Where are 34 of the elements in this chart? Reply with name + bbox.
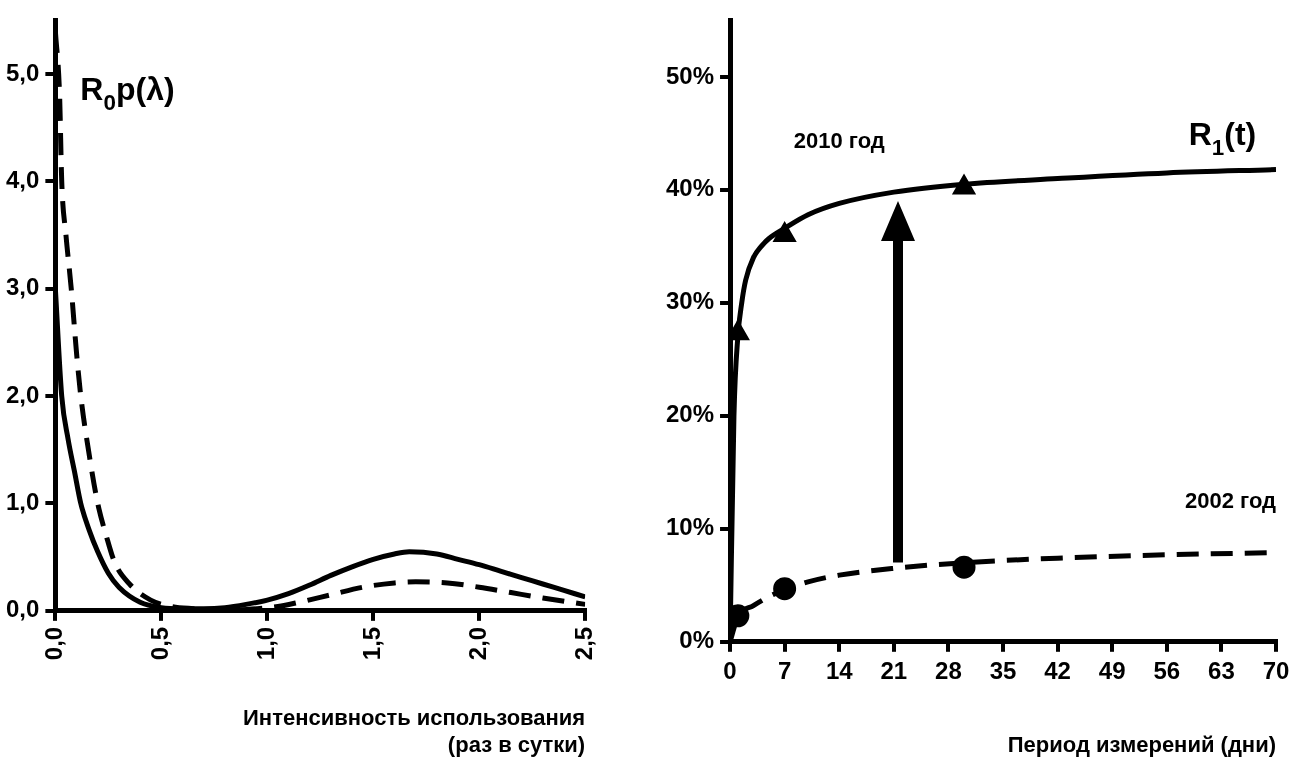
x-tick-label: 56 <box>1153 656 1181 684</box>
y-tick-label: 10% <box>665 513 715 541</box>
y-tick-label: 30% <box>665 287 715 315</box>
y-tick-label: 3,0 <box>5 273 40 301</box>
x-axis-title: Период измерений (дни) <box>1007 731 1276 757</box>
x-tick-label: 0,5 <box>145 626 173 661</box>
y-tick-label: 40% <box>665 174 715 202</box>
y-tick-label: 4,0 <box>5 166 40 194</box>
x-tick-label: 0 <box>723 656 737 684</box>
x-tick-label: 49 <box>1098 656 1126 684</box>
x-tick-label: 35 <box>989 656 1017 684</box>
series-label: 2010 год <box>793 128 885 154</box>
x-tick-label: 1,0 <box>251 626 279 661</box>
y-tick-label: 20% <box>665 400 715 428</box>
x-tick-label: 2,5 <box>569 626 597 661</box>
y-tick-label: 1,0 <box>5 488 40 516</box>
y-tick-label: 2,0 <box>5 380 40 408</box>
y-tick-label: 50% <box>665 61 715 89</box>
point <box>952 555 976 579</box>
y-tick-label: 0% <box>679 626 715 654</box>
x-tick-label: 2,0 <box>463 626 491 661</box>
x-tick-label: 14 <box>825 656 854 684</box>
x-tick-label: 28 <box>935 656 962 684</box>
x-tick-label: 1,5 <box>357 626 385 661</box>
y-tick-label: 5,0 <box>5 58 40 86</box>
x-tick-label: 70 <box>1262 656 1290 684</box>
x-axis-title: Интенсивность использования (раз в сутки) <box>243 705 586 757</box>
x-tick-label: 21 <box>880 656 908 684</box>
series-label: 2002 год <box>1184 487 1277 513</box>
x-tick-label: 42 <box>1044 656 1071 684</box>
y-tick-label: 0,0 <box>5 595 40 623</box>
x-tick-label: 63 <box>1208 656 1235 684</box>
x-tick-label: 7 <box>777 656 792 684</box>
x-tick-label: 0,0 <box>39 626 67 661</box>
